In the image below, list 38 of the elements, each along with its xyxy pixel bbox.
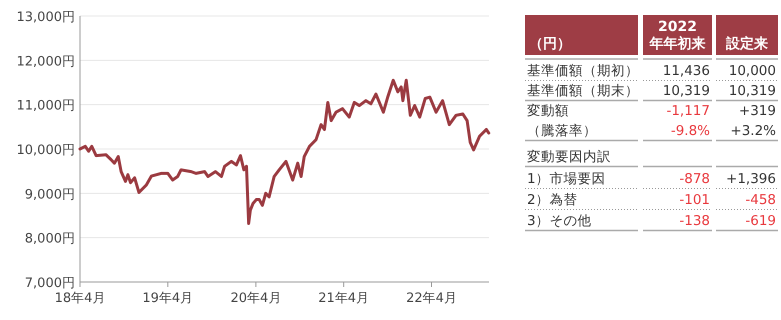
text: 11,436: [662, 63, 710, 79]
category-label: 3）その他: [527, 213, 592, 229]
text: +1,396: [726, 171, 776, 187]
y-tick-label: 9,000円: [24, 187, 75, 202]
text: 10,319: [728, 83, 776, 99]
y-tick-label: 10,000円: [16, 143, 75, 158]
y-tick-label: 8,000円: [24, 232, 75, 247]
text: -1,117: [666, 103, 710, 119]
category-label: 2）為替: [527, 192, 578, 208]
x-tick-label: 18年4月: [54, 291, 106, 306]
text: +319: [738, 103, 776, 119]
category-label: 基準価額（期末）: [527, 83, 639, 99]
category-label: 2022年年初来: [648, 19, 706, 52]
text: -101: [679, 192, 710, 208]
text: -9.8%: [670, 123, 710, 139]
category-label: 基準価額（期初）: [527, 63, 639, 79]
x-tick-label: 21年4月: [318, 291, 370, 306]
text: -458: [745, 192, 776, 208]
text: 10,000: [728, 63, 776, 79]
text: -138: [679, 213, 710, 229]
y-tick-label: 13,000円: [16, 10, 75, 25]
text: +3.2%: [730, 123, 776, 139]
text: -878: [679, 171, 710, 187]
category-label: （円）: [529, 36, 571, 52]
category-label: （騰落率）: [527, 123, 597, 139]
x-tick-label: 20年4月: [230, 291, 282, 306]
category-label: 設定来: [725, 35, 768, 52]
text: -619: [745, 213, 776, 229]
y-tick-label: 7,000円: [24, 276, 75, 291]
x-tick-label: 22年4月: [406, 291, 457, 306]
category-label: 変動額: [527, 103, 569, 119]
text: 10,319: [662, 83, 710, 99]
x-tick-label: 19年4月: [142, 291, 194, 306]
category-label: 変動要因内訳: [527, 149, 611, 165]
line-series: [78, 78, 490, 225]
y-tick-label: 11,000円: [16, 98, 75, 114]
y-tick-label: 12,000円: [16, 54, 75, 70]
category-label: 1）市場要因: [527, 171, 606, 187]
